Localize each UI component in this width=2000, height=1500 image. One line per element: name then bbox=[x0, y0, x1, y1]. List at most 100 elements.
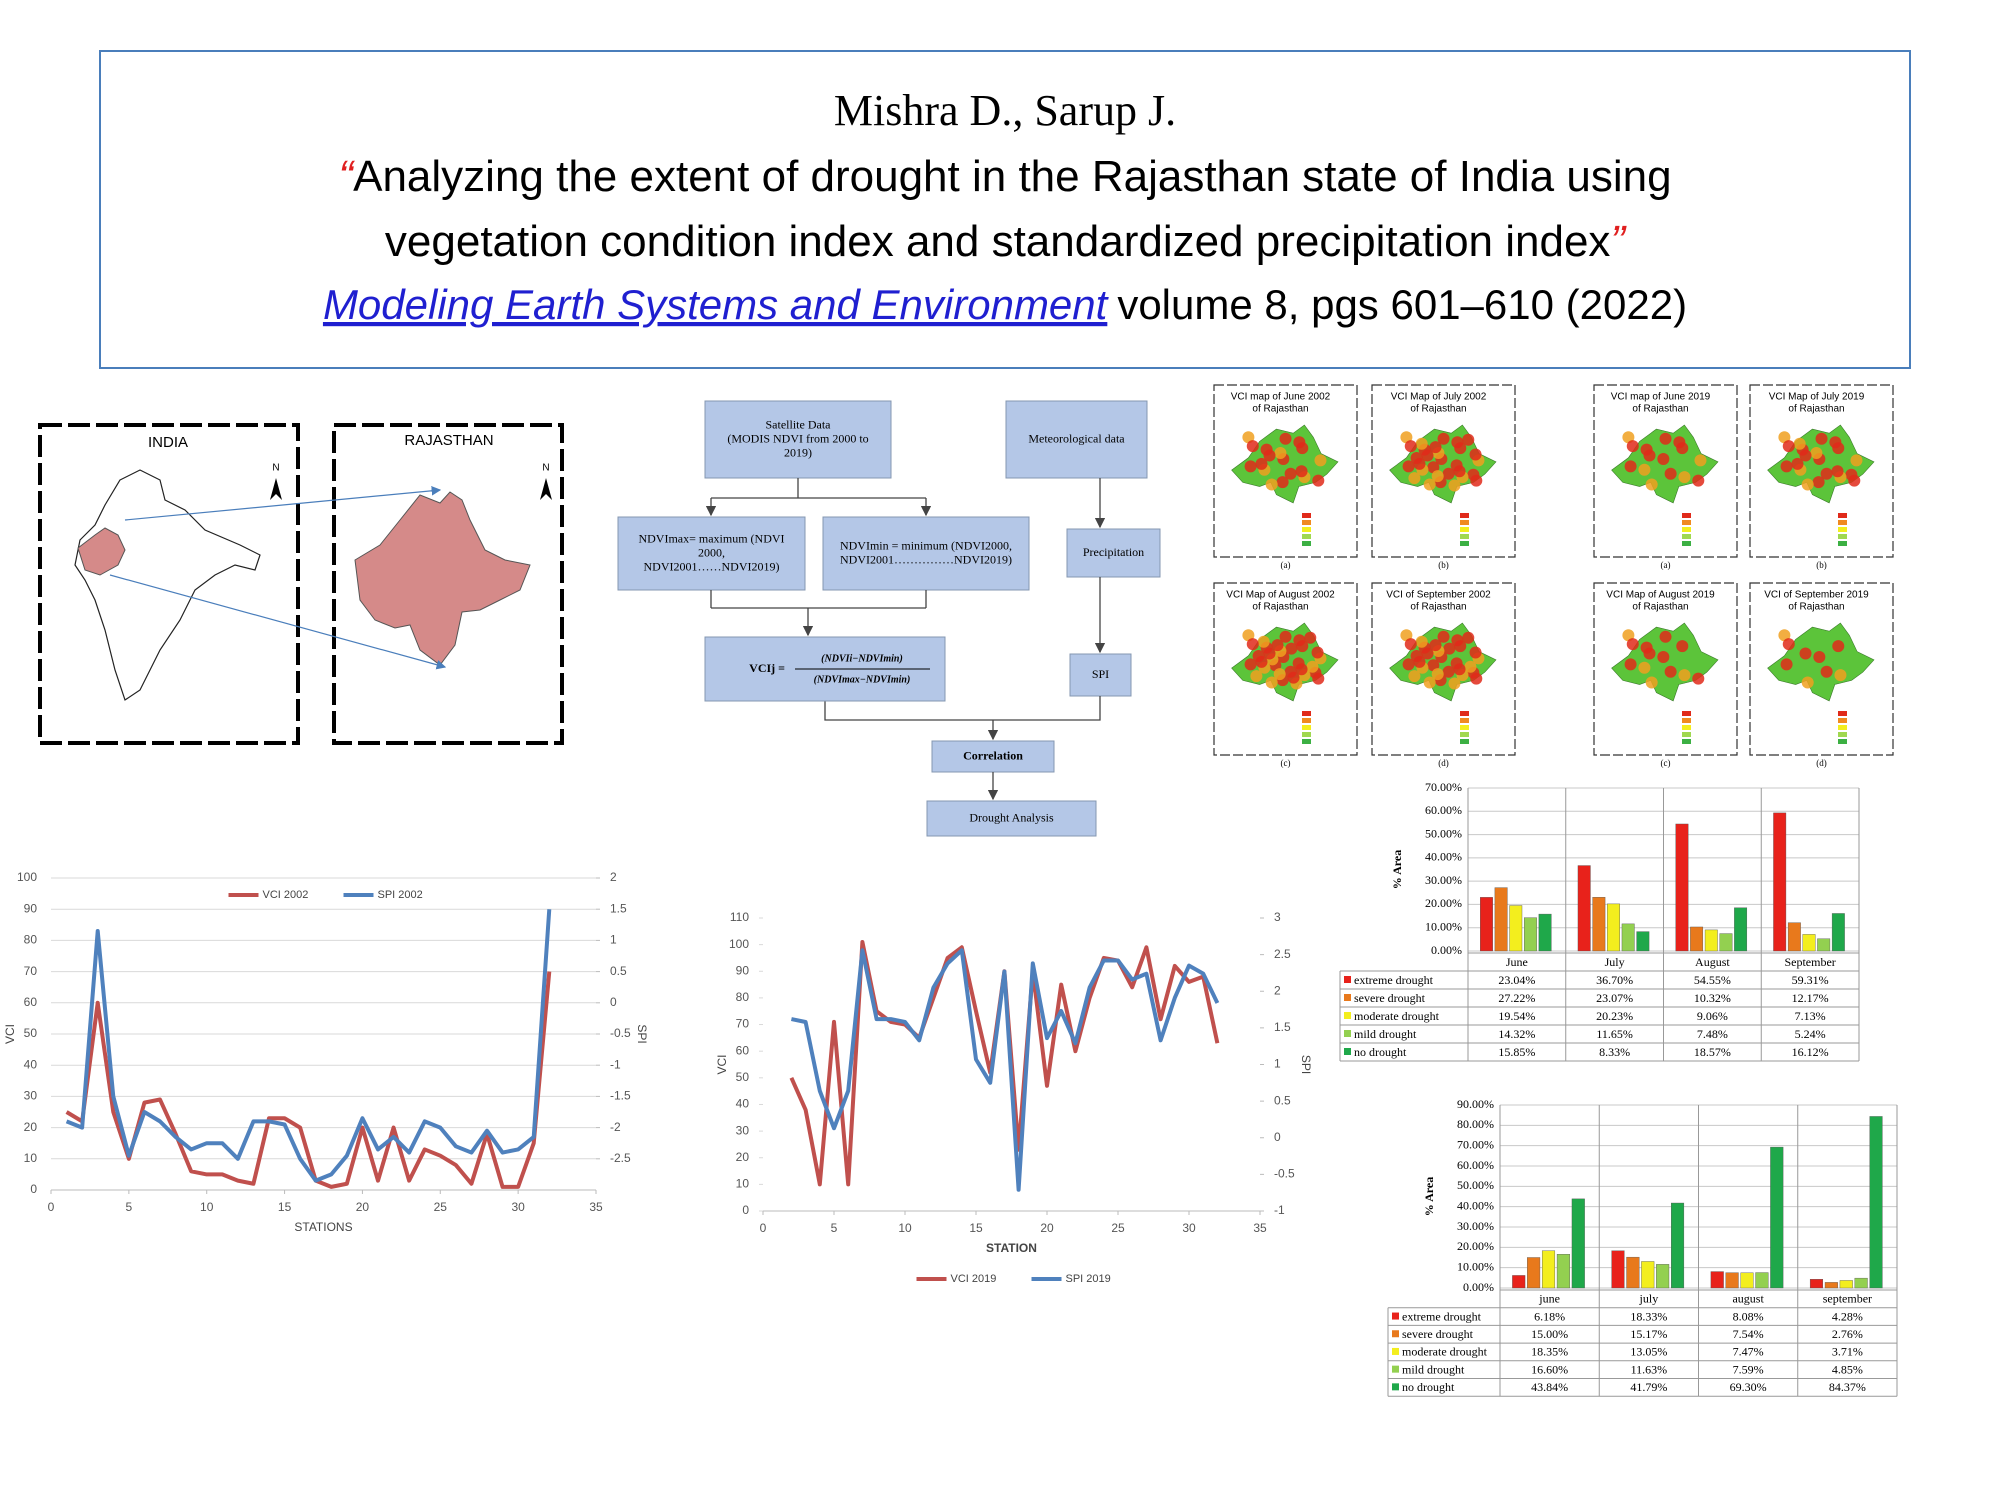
y2-tick-label: -1.5 bbox=[610, 1089, 631, 1103]
vci-patch bbox=[1274, 447, 1287, 460]
vci-patch bbox=[1638, 463, 1651, 476]
legend-swatch bbox=[1838, 520, 1847, 525]
table-cell: 36.70% bbox=[1596, 973, 1633, 987]
x-tick-label: june bbox=[1538, 1292, 1560, 1306]
legend-swatch bbox=[1460, 520, 1469, 525]
legend-swatch bbox=[1392, 1365, 1399, 1373]
x-tick-label: 25 bbox=[434, 1200, 448, 1214]
flowchart: VCIj = (NDVIi−NDVImin) (NDVImax−NDVImin)… bbox=[617, 400, 1161, 837]
y2-tick-label: -1 bbox=[610, 1057, 621, 1071]
table-cell: 23.07% bbox=[1596, 991, 1633, 1005]
legend-swatch bbox=[1392, 1330, 1399, 1338]
vci-patch bbox=[1311, 646, 1324, 659]
legend-swatch bbox=[1344, 1012, 1351, 1019]
map-title: INDIA bbox=[148, 434, 188, 451]
table-cell: 13.05% bbox=[1630, 1345, 1667, 1359]
citation: volume 8, pgs 601–610 (2022) bbox=[1117, 281, 1687, 328]
vci-patch bbox=[1692, 672, 1705, 685]
panel-label: (d) bbox=[1816, 758, 1827, 768]
x-tick-label: august bbox=[1732, 1292, 1764, 1306]
vci-patch bbox=[1273, 668, 1286, 681]
bar bbox=[1740, 1272, 1754, 1289]
y2-axis-label: SPI bbox=[1299, 1055, 1313, 1074]
y-tick-label: 50 bbox=[24, 1026, 38, 1040]
flow-label: NDVI2001……………NDVI2019) bbox=[840, 552, 1012, 566]
table-cell: 8.33% bbox=[1599, 1045, 1630, 1059]
vci-patch bbox=[1815, 432, 1828, 445]
bar bbox=[1656, 1264, 1670, 1289]
legend-label: SPI 2019 bbox=[1066, 1273, 1111, 1285]
vci-patch bbox=[1400, 431, 1413, 444]
bar bbox=[1641, 1261, 1655, 1289]
table-cell: 7.47% bbox=[1733, 1345, 1764, 1359]
vci-patch bbox=[1292, 657, 1305, 670]
journal-link[interactable]: Modeling Earth Systems and Environment bbox=[323, 281, 1110, 328]
bar bbox=[1817, 938, 1831, 952]
bar bbox=[1538, 913, 1552, 952]
y-tick-label: 100 bbox=[729, 937, 749, 951]
vci-patch bbox=[1640, 443, 1653, 456]
rajasthan-highlight bbox=[77, 527, 126, 576]
legend-swatch bbox=[1682, 513, 1691, 518]
y2-tick-label: 0 bbox=[610, 995, 617, 1009]
panel-label: (d) bbox=[1438, 758, 1449, 768]
india-outline bbox=[74, 469, 261, 701]
table-cell: 6.18% bbox=[1534, 1309, 1565, 1323]
series-line bbox=[790, 948, 1220, 1192]
vci-patch bbox=[1832, 640, 1845, 653]
map-title: VCI of September 2002 bbox=[1386, 590, 1491, 601]
vci-patch bbox=[1427, 659, 1440, 672]
vci-patch bbox=[1659, 630, 1672, 643]
vci-patch bbox=[1801, 478, 1814, 491]
bar-chart: 0.00% 10.00% 20.00% 30.00% 40.00% 50.00% 60.00… bbox=[1387, 1097, 1898, 1397]
vci-patch bbox=[1622, 629, 1635, 642]
table-cell: 2.76% bbox=[1832, 1327, 1863, 1341]
table-cell: 7.54% bbox=[1733, 1327, 1764, 1341]
close-quote: ” bbox=[1610, 217, 1627, 266]
bar bbox=[1527, 1257, 1541, 1289]
table-cell: 5.24% bbox=[1795, 1027, 1826, 1041]
vci-patch bbox=[1284, 665, 1297, 678]
vci-patch bbox=[1279, 432, 1292, 445]
y2-tick-label: 3 bbox=[1274, 910, 1281, 924]
x-tick-label: 20 bbox=[1040, 1221, 1054, 1235]
vci-patch bbox=[1431, 470, 1444, 483]
legend-swatch bbox=[1838, 732, 1847, 737]
legend-swatch bbox=[1392, 1312, 1399, 1320]
flow-node bbox=[1069, 653, 1132, 697]
legend-swatch bbox=[1682, 711, 1691, 716]
flow-node bbox=[822, 516, 1030, 591]
vci-patch bbox=[1450, 459, 1463, 472]
vci-patch bbox=[1626, 638, 1639, 651]
bar bbox=[1725, 1272, 1739, 1289]
authors: Mishra D., Sarup J. bbox=[834, 86, 1176, 135]
bar-chart: 0.00% 10.00% 20.00% 30.00% 40.00% 50.00% 60.00… bbox=[1339, 780, 1860, 1062]
vci-patch bbox=[1638, 661, 1651, 674]
table-cell: 69.30% bbox=[1730, 1380, 1767, 1394]
vci-patch bbox=[1778, 431, 1791, 444]
vci-patch bbox=[1464, 660, 1477, 673]
legend-swatch bbox=[1682, 732, 1691, 737]
vci-patch bbox=[1260, 443, 1273, 456]
legend-swatch bbox=[1682, 534, 1691, 539]
vci-patch bbox=[1279, 630, 1292, 643]
flow-label: SPI bbox=[1092, 667, 1109, 681]
map-title: of Rajasthan bbox=[1252, 602, 1308, 613]
y-tick-label: 90.00% bbox=[1457, 1097, 1494, 1111]
vci-patch bbox=[1678, 471, 1691, 484]
vci-patch bbox=[1423, 676, 1436, 689]
legend-swatch bbox=[1302, 534, 1311, 539]
bar bbox=[1854, 1277, 1868, 1289]
table-cell: 11.65% bbox=[1596, 1027, 1633, 1041]
bar bbox=[1509, 905, 1523, 952]
vci-patch bbox=[1408, 472, 1421, 485]
bar bbox=[1831, 913, 1845, 952]
title-text: Analyzing the extent of drought in the R… bbox=[353, 152, 1671, 201]
vci-patch bbox=[1252, 649, 1265, 662]
y-tick-label: 100 bbox=[17, 870, 37, 884]
table-cell: 27.22% bbox=[1498, 991, 1535, 1005]
vci-patch bbox=[1820, 665, 1833, 678]
y2-tick-label: -0.5 bbox=[610, 1026, 631, 1040]
flow-label: NDVI2001……NDVI2019) bbox=[644, 559, 780, 573]
legend-swatch bbox=[1302, 520, 1311, 525]
